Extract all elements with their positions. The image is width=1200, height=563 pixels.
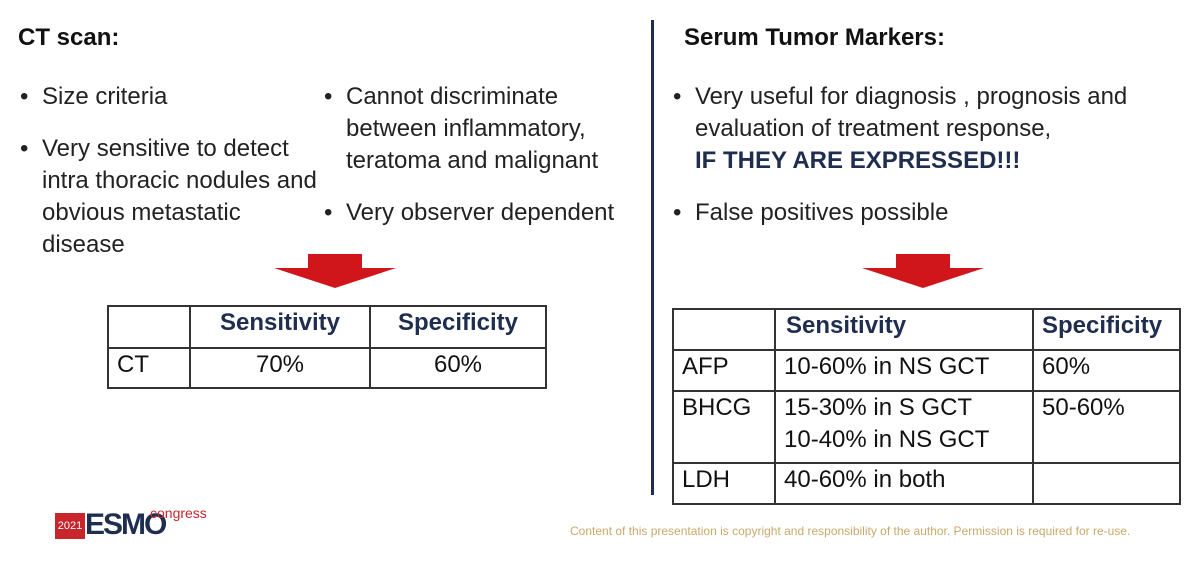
bullet-text: Very useful for diagnosis , prognosis an… <box>695 83 1128 142</box>
cell: 60% <box>1032 349 1181 392</box>
cell <box>1032 462 1181 505</box>
cell-line: 10-40% in NS GCT <box>784 426 990 453</box>
down-arrow <box>274 254 396 288</box>
cell-line: 15-30% in S GCT <box>784 394 973 421</box>
header-cell: Sensitivity <box>189 305 371 349</box>
bullet: Very observer dependent <box>324 197 651 229</box>
cell: 15-30% in S GCT 10-40% in NS GCT <box>774 390 1034 464</box>
table-row: BHCG 15-30% in S GCT 10-40% in NS GCT 50-60… <box>672 390 1181 464</box>
logo-year: 2021 <box>55 513 85 539</box>
cell-line: 10-60% in NS GCT <box>784 353 990 380</box>
markers-table: Sensitivity Specificity AFP 10-60% in NS GC… <box>672 308 1181 505</box>
table-row: LDH 40-60% in both <box>672 462 1181 505</box>
row-label: AFP <box>672 349 776 392</box>
logo-name: ESMO <box>85 508 167 541</box>
right-title: Serum Tumor Markers: <box>684 24 945 51</box>
cell: 10-60% in NS GCT <box>774 349 1034 392</box>
logo-suffix: congress <box>150 505 207 521</box>
ct-table: Sensitivity Specificity CT 70% 60% <box>107 305 547 389</box>
header-cell <box>672 308 776 351</box>
header-cell: Specificity <box>369 305 547 349</box>
bullet: Very useful for diagnosis , prognosis an… <box>673 81 1150 177</box>
cell-line: 40-60% in both <box>784 466 946 493</box>
row-label: LDH <box>672 462 776 505</box>
bullet: Cannot discriminate between inflammatory… <box>324 81 651 177</box>
esmo-logo: 2021 ESMO congress <box>55 505 215 545</box>
bullet: Very sensitive to detect intra thoracic … <box>20 133 322 261</box>
bullet-emphasis: IF THEY ARE EXPRESSED!!! <box>695 147 1021 174</box>
header-cell: Sensitivity <box>774 308 1034 351</box>
down-arrow <box>862 254 984 288</box>
copyright: Content of this presentation is copyrigh… <box>570 524 1131 538</box>
cell: 40-60% in both <box>774 462 1034 505</box>
table-row: AFP 10-60% in NS GCT 60% <box>672 349 1181 392</box>
row-label: CT <box>107 347 191 389</box>
cell: 70% <box>189 347 371 389</box>
cell: 60% <box>369 347 547 389</box>
divider <box>651 20 654 495</box>
bullet: Size criteria <box>20 81 322 113</box>
row-label: BHCG <box>672 390 776 464</box>
header-row: Sensitivity Specificity <box>672 308 1181 351</box>
bullet: False positives possible <box>673 197 1150 229</box>
header-cell: Specificity <box>1032 308 1181 351</box>
left-title: CT scan: <box>18 24 120 51</box>
cell: 50-60% <box>1032 390 1181 464</box>
